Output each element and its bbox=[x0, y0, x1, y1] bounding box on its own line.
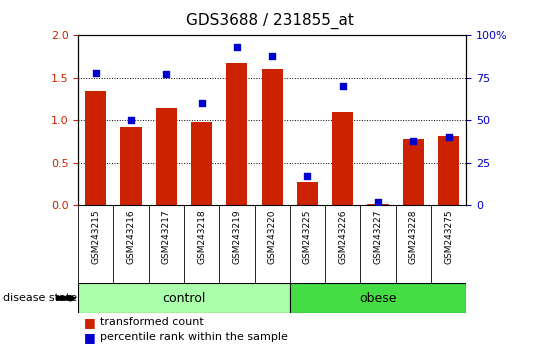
Bar bbox=[191, 122, 212, 205]
Bar bbox=[121, 127, 142, 205]
Text: percentile rank within the sample: percentile rank within the sample bbox=[100, 332, 288, 342]
Bar bbox=[403, 139, 424, 205]
Text: transformed count: transformed count bbox=[100, 317, 203, 327]
Text: disease state: disease state bbox=[3, 293, 77, 303]
Bar bbox=[226, 63, 247, 205]
Point bbox=[92, 70, 100, 76]
Text: obese: obese bbox=[360, 292, 397, 305]
Point bbox=[268, 53, 277, 59]
Point bbox=[197, 101, 206, 106]
Point bbox=[233, 45, 241, 50]
Point bbox=[444, 135, 453, 140]
Bar bbox=[85, 91, 106, 205]
Text: GSM243227: GSM243227 bbox=[374, 209, 383, 264]
Bar bbox=[261, 69, 283, 205]
Text: GDS3688 / 231855_at: GDS3688 / 231855_at bbox=[185, 12, 354, 29]
Point bbox=[162, 72, 171, 77]
Bar bbox=[156, 108, 177, 205]
Text: ■: ■ bbox=[84, 331, 95, 344]
Bar bbox=[368, 204, 389, 205]
Text: ■: ■ bbox=[84, 316, 95, 329]
Text: GSM243228: GSM243228 bbox=[409, 209, 418, 264]
Text: GSM243219: GSM243219 bbox=[232, 209, 241, 264]
Text: GSM243275: GSM243275 bbox=[444, 209, 453, 264]
Point bbox=[374, 199, 382, 205]
Text: GSM243218: GSM243218 bbox=[197, 209, 206, 264]
Text: GSM243215: GSM243215 bbox=[91, 209, 100, 264]
Text: GSM243216: GSM243216 bbox=[127, 209, 136, 264]
Point bbox=[127, 118, 135, 123]
Point bbox=[303, 173, 312, 179]
Text: GSM243226: GSM243226 bbox=[338, 209, 347, 264]
Point bbox=[409, 138, 418, 144]
Text: control: control bbox=[162, 292, 206, 305]
Bar bbox=[332, 112, 354, 205]
Bar bbox=[78, 283, 290, 313]
Text: GSM243220: GSM243220 bbox=[268, 209, 277, 264]
Bar bbox=[290, 283, 466, 313]
Text: GSM243217: GSM243217 bbox=[162, 209, 171, 264]
Bar bbox=[438, 136, 459, 205]
Text: GSM243225: GSM243225 bbox=[303, 209, 312, 264]
Bar bbox=[297, 182, 318, 205]
Point bbox=[338, 84, 347, 89]
